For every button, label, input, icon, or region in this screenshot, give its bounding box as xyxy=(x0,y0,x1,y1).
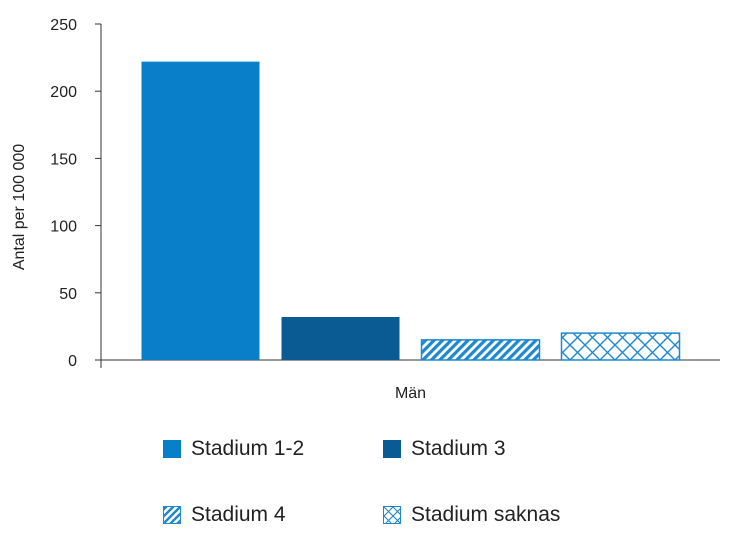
y-axis-title: Antal per 100 000 xyxy=(11,144,28,270)
y-axis: 0 50 100 150 200 250 xyxy=(50,17,102,370)
bars xyxy=(141,61,681,361)
x-category-label: Män xyxy=(395,385,426,402)
y-tick-label: 100 xyxy=(50,219,77,236)
y-tick-label: 150 xyxy=(50,151,77,168)
bar-stadium-3 xyxy=(281,316,400,360)
y-tick-label: 50 xyxy=(59,286,77,303)
x-axis: Män xyxy=(101,359,720,402)
bar-stadium-1-2 xyxy=(141,61,260,361)
y-tick-label: 250 xyxy=(50,17,77,34)
y-tick-label: 0 xyxy=(68,353,77,370)
bar-stadium-saknas xyxy=(560,332,681,361)
bar-stadium-4 xyxy=(420,339,541,361)
y-tick-label: 200 xyxy=(50,84,77,101)
